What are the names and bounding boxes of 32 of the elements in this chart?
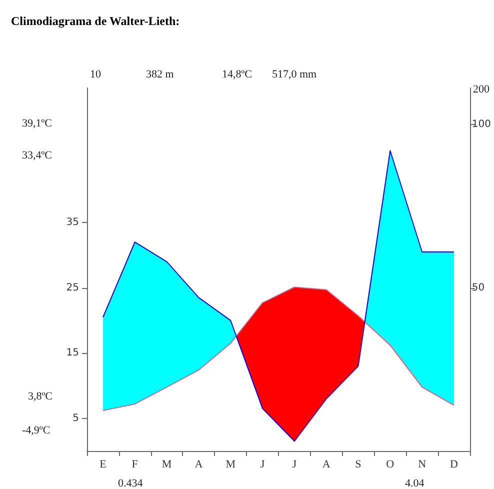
x-tick-label: A	[322, 458, 330, 470]
text: 10	[90, 68, 102, 80]
line-series	[102, 150, 454, 442]
line-series	[102, 286, 454, 412]
x-tick-label: O	[386, 458, 394, 470]
text: 382 m	[146, 68, 174, 80]
text: 4.04	[405, 478, 425, 489]
x-tick-label: F	[132, 458, 138, 470]
x-tick-label: J	[260, 458, 266, 470]
y-tick-label: 5	[72, 412, 79, 424]
y-tick-label: 35	[66, 216, 79, 228]
text: 3,8ºC	[28, 390, 52, 402]
x-tick-label: M	[162, 458, 172, 470]
x-tick-label: D	[450, 458, 458, 470]
text: 33,4ºC	[22, 150, 52, 162]
x-tick-label: M	[226, 458, 236, 470]
y2-tick-label: 50	[472, 282, 485, 294]
y-tick-label: 25	[66, 282, 79, 294]
x-tick-label: S	[355, 458, 362, 470]
text: 200	[473, 84, 490, 96]
x-tick-label: A	[194, 458, 203, 470]
x-tick-label: E	[100, 458, 107, 470]
text: 39,1ºC	[22, 118, 52, 130]
text: 517,0 mm	[272, 68, 318, 80]
chart-title: Climodiagrama de Walter-Lieth:	[11, 14, 180, 28]
text: 14,8ºC	[222, 68, 252, 80]
text: -4,9ºC	[22, 424, 50, 436]
x-tick-label: N	[418, 458, 426, 470]
x-tick-label: J	[292, 458, 298, 470]
y2-tick-label: 100	[472, 119, 492, 130]
y-tick-label: 15	[66, 348, 79, 359]
text: 0.434	[118, 478, 144, 489]
